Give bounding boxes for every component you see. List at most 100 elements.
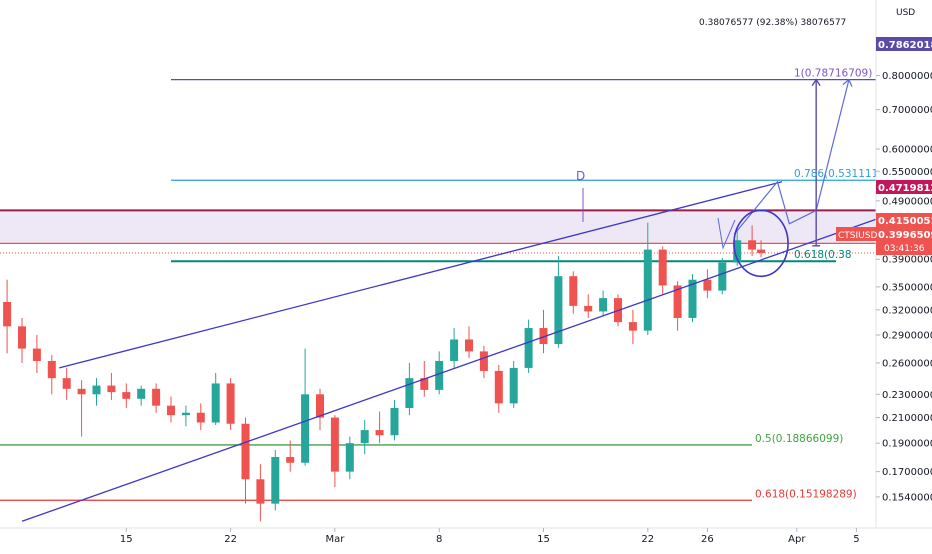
y-tick-label: 0.60000000 bbox=[882, 145, 932, 156]
candle-body bbox=[643, 249, 652, 331]
fib-labels: 1(0.78716709) 0.786(0.53111165) 0.618(0.38… bbox=[755, 68, 896, 501]
candle-18 bbox=[226, 378, 235, 431]
candle-45 bbox=[628, 309, 637, 344]
time-scale-ticks: 15 22 Mar 8 15 22 26 Apr 5 bbox=[120, 528, 860, 545]
candle-body bbox=[256, 479, 265, 504]
candle-body bbox=[569, 276, 578, 306]
candle-body bbox=[152, 388, 161, 406]
x-tick-label: Apr bbox=[788, 534, 806, 545]
candle-body bbox=[167, 405, 175, 416]
symbol-badge: CTSIUSD bbox=[838, 231, 877, 241]
x-tick-label: 15 bbox=[120, 534, 133, 545]
candle-body bbox=[137, 388, 146, 399]
candle-13 bbox=[152, 383, 161, 413]
candle-17 bbox=[211, 372, 220, 425]
candle-37 bbox=[509, 360, 518, 409]
channel-upper-line bbox=[59, 181, 783, 369]
projection-arrowhead bbox=[842, 78, 853, 87]
candle-46 bbox=[643, 222, 652, 336]
time-scale-panel[interactable] bbox=[0, 528, 932, 550]
currency-label: USD bbox=[896, 8, 915, 18]
candle-body bbox=[584, 305, 593, 312]
measure-label: 0.38076577 (92.38%) 38076577 bbox=[699, 18, 846, 28]
candle-27 bbox=[360, 420, 369, 455]
x-tick-label: 22 bbox=[224, 534, 237, 545]
price-badges: 0.78620189 0.47198122 0.41500512 0.39965… bbox=[836, 37, 932, 255]
candle-54 bbox=[757, 240, 766, 258]
candle-body bbox=[479, 351, 488, 371]
candle-15 bbox=[181, 405, 190, 427]
candle-29 bbox=[390, 399, 399, 441]
y-tick-label: 0.35000000 bbox=[882, 282, 932, 293]
candle-23 bbox=[301, 348, 310, 466]
fib-label-0: 1(0.78716709) bbox=[794, 68, 872, 80]
candle-34 bbox=[465, 326, 473, 359]
candle-12 bbox=[137, 385, 146, 406]
x-tick-label: 26 bbox=[701, 534, 714, 545]
candle-body bbox=[703, 279, 712, 291]
measure-arrowhead bbox=[811, 78, 821, 87]
candle-24 bbox=[316, 388, 324, 431]
candle-body bbox=[62, 378, 71, 389]
annotations[interactable]: 0.38076577 (92.38%) 38076577 D bbox=[576, 18, 846, 183]
pattern-ellipse bbox=[733, 209, 789, 278]
candle-35 bbox=[479, 345, 488, 379]
candle-body bbox=[554, 276, 563, 344]
candle-47 bbox=[658, 246, 667, 295]
candle-body bbox=[181, 412, 190, 416]
candle-10 bbox=[107, 372, 116, 400]
candle-41 bbox=[569, 271, 578, 314]
candle-25 bbox=[330, 415, 339, 488]
countdown: 03:41:36 bbox=[884, 244, 925, 254]
y-tick-label: 0.49000000 bbox=[882, 196, 932, 207]
y-tick-label: 0.23000000 bbox=[882, 390, 932, 401]
candle-body bbox=[345, 443, 354, 472]
candle-body bbox=[92, 385, 101, 395]
candle-8 bbox=[77, 380, 86, 437]
candle-body bbox=[18, 326, 26, 349]
candle-36 bbox=[494, 364, 503, 413]
candle-body bbox=[286, 457, 295, 463]
candle-body bbox=[748, 240, 757, 250]
y-tick-label: 0.26000000 bbox=[882, 358, 932, 369]
symbol-badge-bg bbox=[836, 227, 876, 241]
target-badge-bg bbox=[876, 37, 932, 51]
candle-16 bbox=[196, 403, 205, 431]
candle-9 bbox=[92, 378, 101, 406]
y-tick-label: 0.29000000 bbox=[882, 331, 932, 342]
candle-body bbox=[47, 360, 56, 379]
candle-body bbox=[599, 298, 608, 312]
candle-body bbox=[271, 457, 280, 504]
horizontal-levels[interactable] bbox=[0, 78, 876, 501]
resistance-badge-bg bbox=[876, 180, 932, 194]
projection-path bbox=[733, 79, 850, 235]
channel-lower-line bbox=[21, 209, 902, 522]
wave-label: D bbox=[576, 169, 585, 183]
candle-body bbox=[360, 430, 369, 444]
candles bbox=[3, 222, 766, 522]
candle-body bbox=[524, 328, 533, 368]
candle-body bbox=[375, 430, 384, 436]
candle-body bbox=[509, 367, 518, 404]
candle-body bbox=[226, 383, 235, 424]
candle-51 bbox=[718, 257, 727, 295]
candle-body bbox=[688, 279, 697, 318]
candle-14 bbox=[167, 396, 175, 423]
candle-body bbox=[241, 423, 250, 480]
candle-body bbox=[658, 249, 667, 286]
y-tick-label: 0.55000000 bbox=[882, 167, 932, 178]
candle-32 bbox=[435, 351, 444, 395]
trendlines[interactable] bbox=[21, 78, 902, 522]
candle-body bbox=[390, 408, 399, 436]
candle-43 bbox=[599, 290, 608, 317]
price-scale-panel[interactable] bbox=[876, 0, 932, 528]
last-price-badge-bg bbox=[876, 227, 932, 255]
candle-50 bbox=[703, 269, 712, 299]
candle-body bbox=[330, 417, 339, 472]
candle-body bbox=[32, 348, 41, 361]
y-tick-label: 0.70000000 bbox=[882, 105, 932, 116]
candle-40 bbox=[554, 255, 563, 348]
level-a-badge-bg bbox=[876, 213, 932, 227]
